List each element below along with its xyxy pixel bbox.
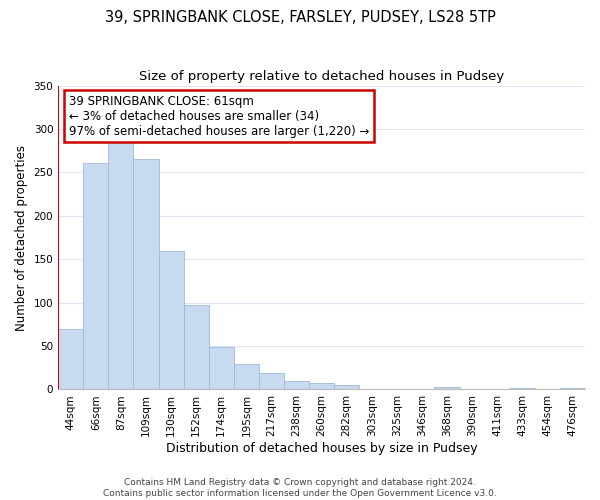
- Bar: [184, 305, 209, 390]
- Bar: [158, 250, 184, 390]
- Bar: [309, 384, 334, 390]
- Bar: [234, 364, 259, 390]
- Bar: [510, 388, 535, 390]
- Text: 39, SPRINGBANK CLOSE, FARSLEY, PUDSEY, LS28 5TP: 39, SPRINGBANK CLOSE, FARSLEY, PUDSEY, L…: [104, 10, 496, 25]
- Bar: [434, 387, 460, 390]
- Bar: [83, 163, 109, 390]
- Y-axis label: Number of detached properties: Number of detached properties: [15, 144, 28, 330]
- X-axis label: Distribution of detached houses by size in Pudsey: Distribution of detached houses by size …: [166, 442, 478, 455]
- Bar: [334, 385, 359, 390]
- Bar: [284, 381, 309, 390]
- Text: 39 SPRINGBANK CLOSE: 61sqm
← 3% of detached houses are smaller (34)
97% of semi-: 39 SPRINGBANK CLOSE: 61sqm ← 3% of detac…: [69, 94, 369, 138]
- Bar: [560, 388, 585, 390]
- Text: Contains HM Land Registry data © Crown copyright and database right 2024.
Contai: Contains HM Land Registry data © Crown c…: [103, 478, 497, 498]
- Bar: [259, 373, 284, 390]
- Bar: [58, 328, 83, 390]
- Bar: [109, 135, 133, 390]
- Bar: [209, 347, 234, 390]
- Title: Size of property relative to detached houses in Pudsey: Size of property relative to detached ho…: [139, 70, 504, 83]
- Bar: [133, 160, 158, 390]
